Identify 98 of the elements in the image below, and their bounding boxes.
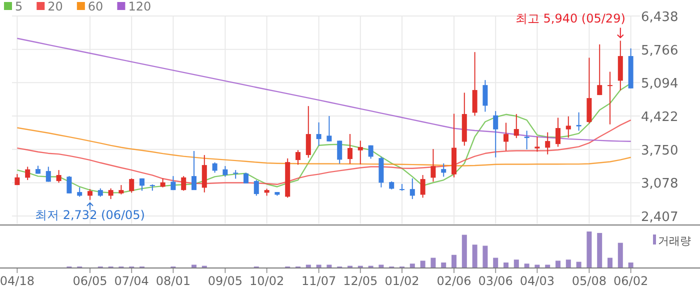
x-tick-label: 04/18	[0, 274, 34, 288]
candlestick	[556, 117, 560, 148]
bar	[430, 258, 436, 268]
candlestick	[368, 144, 374, 160]
candlestick	[140, 178, 144, 192]
candlestick	[472, 52, 478, 116]
candlestick	[337, 140, 342, 164]
bar	[378, 264, 384, 268]
candlestick	[118, 184, 124, 195]
x-tick-label: 06/02	[614, 274, 648, 288]
annotation: 최저 2,732 (06/05)	[35, 208, 145, 222]
legend-label: 120	[128, 0, 152, 14]
candlestick	[202, 154, 207, 193]
candlestick	[170, 176, 176, 191]
candlestick	[192, 150, 196, 191]
candlestick	[254, 180, 259, 196]
candlestick	[181, 176, 186, 192]
candlestick	[46, 166, 51, 182]
bar	[472, 244, 478, 268]
candlestick	[534, 136, 540, 152]
candlestick	[77, 186, 82, 198]
candlestick	[129, 178, 134, 194]
bar	[566, 260, 571, 268]
bar	[410, 264, 415, 268]
y-tick-label: 2,407	[641, 210, 678, 226]
bar	[493, 258, 498, 268]
candlestick	[358, 140, 363, 165]
candlestick	[296, 150, 300, 166]
candlestick	[504, 122, 508, 152]
candlestick	[420, 174, 426, 198]
legend-label: 60	[88, 0, 104, 14]
x-tick-label: 02/06	[436, 274, 472, 288]
candlestick	[493, 110, 498, 158]
bar	[316, 264, 322, 268]
x-tick-label: 10/02	[250, 274, 284, 288]
candlestick	[244, 172, 248, 184]
candlestick	[108, 188, 114, 200]
x-tick-label: 08/01	[156, 274, 190, 288]
legend-label: 20	[48, 0, 63, 14]
bar	[504, 262, 508, 268]
x-tick-label: 06/05	[72, 274, 108, 288]
bar	[556, 260, 560, 268]
candlestick	[56, 170, 62, 184]
y-tick-label: 3,750	[641, 143, 678, 158]
bar	[441, 262, 446, 268]
candlestick	[66, 176, 72, 194]
bar	[306, 264, 311, 268]
x-tick-label: 12/05	[343, 274, 378, 288]
candlestick	[25, 166, 30, 181]
candlestick	[597, 44, 602, 96]
x-tick-label: 11/07	[302, 274, 336, 288]
y-tick-label: 6,438	[641, 10, 678, 25]
annotation: 최고 5,940 (05/29)	[515, 12, 626, 26]
candlestick	[348, 134, 352, 164]
bar	[420, 260, 426, 268]
candlestick	[441, 162, 446, 178]
candlestick	[326, 116, 332, 142]
bar	[462, 234, 467, 268]
x-tick-label: 03/06	[478, 274, 513, 288]
candlestick	[608, 71, 612, 125]
bar	[545, 264, 550, 268]
bar	[482, 246, 488, 268]
candlestick	[545, 132, 550, 155]
y-tick-label: 5,766	[641, 43, 678, 58]
bar	[597, 232, 602, 268]
bar	[618, 242, 623, 268]
bar	[524, 264, 530, 268]
candlestick	[482, 80, 488, 112]
candlestick	[222, 166, 228, 178]
candlestick	[576, 112, 582, 132]
x-tick-label: 09/05	[208, 274, 242, 288]
y-tick-label: 3,078	[641, 176, 678, 192]
bar	[586, 232, 592, 268]
x-tick-label: 04/03	[520, 274, 554, 288]
y-tick-label: 5,094	[641, 76, 678, 92]
x-tick-label: 07/04	[114, 274, 149, 288]
bar	[628, 262, 634, 268]
x-tick-label: 05/08	[572, 274, 606, 288]
candlestick	[514, 114, 519, 139]
bar	[192, 264, 196, 268]
candlestick	[430, 148, 436, 182]
candlestick	[586, 57, 592, 124]
x-tick-label: 01/02	[384, 274, 420, 288]
candlestick	[316, 122, 322, 146]
candlestick	[566, 116, 571, 138]
candlestick	[212, 162, 218, 174]
candlestick	[524, 130, 530, 150]
bar	[452, 254, 456, 268]
candlestick	[410, 178, 415, 200]
bar	[608, 258, 612, 268]
candlestick	[88, 188, 92, 200]
bar	[514, 260, 519, 268]
bar	[326, 264, 332, 268]
y-tick-label: 4,422	[641, 110, 678, 126]
bar	[534, 264, 540, 268]
legend-label: 5	[15, 0, 23, 14]
candlestick	[306, 106, 311, 158]
legend-label: 거래량	[658, 234, 691, 248]
